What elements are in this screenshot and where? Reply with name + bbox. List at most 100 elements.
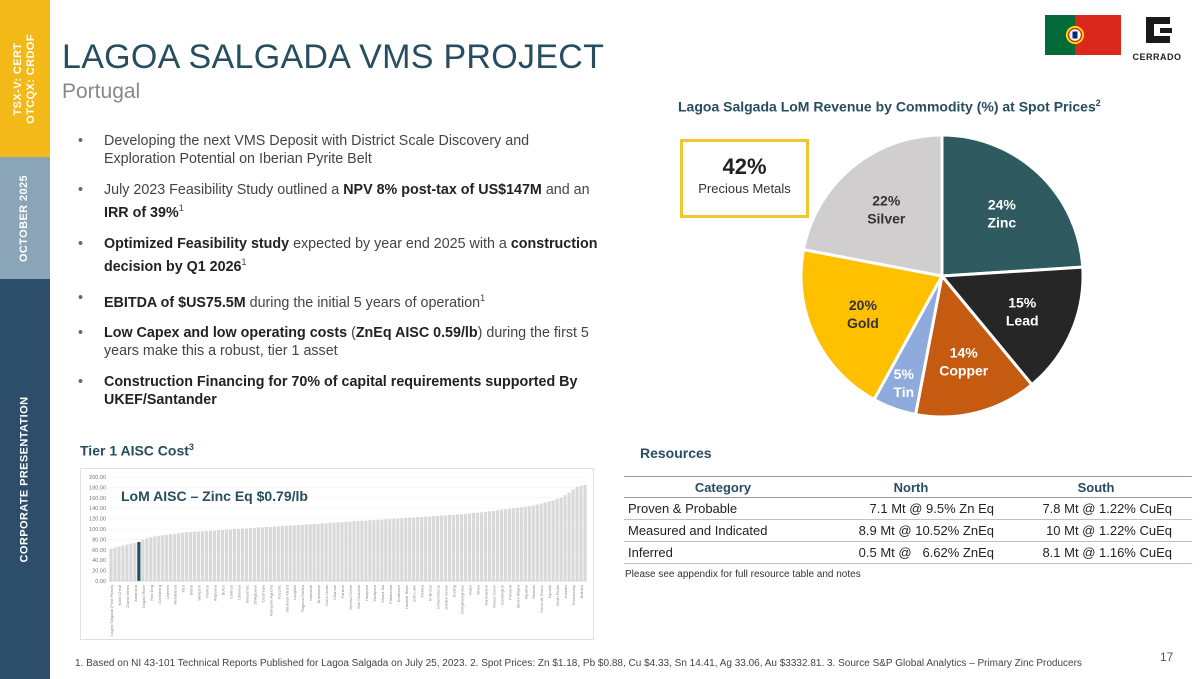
x-tick-label: Sindesar Khurd [284, 585, 289, 613]
aisc-bar [169, 534, 173, 581]
page-number: 17 [1160, 650, 1174, 664]
aisc-bar [583, 484, 587, 581]
aisc-bar [475, 512, 480, 581]
row-north: 7.1 Mt @ 9.5% Zn Eq [822, 497, 1000, 520]
aisc-bar [547, 501, 551, 581]
x-tick-label: Rampura Agucha [268, 584, 273, 616]
x-tick-label: Cannington [499, 585, 504, 605]
aisc-bar [216, 530, 221, 581]
row-south: 10 Mt @ 1.22% CuEq [1000, 519, 1192, 542]
aisc-bar [228, 529, 233, 581]
x-tick-label: Mount Isa [380, 584, 385, 602]
x-tick-label: Uchucchacua [436, 584, 441, 609]
row-north: 0.5 Mt @ 6.62% ZnEq [822, 541, 1000, 564]
aisc-bar [535, 504, 539, 581]
row-category: Measured and Indicated [624, 519, 822, 542]
aisc-bar [432, 516, 436, 581]
aisc-bar [527, 506, 531, 581]
x-tick-label: Caribou [228, 585, 233, 599]
x-tick-label: Ozernoye [260, 584, 265, 602]
aisc-bar [507, 508, 511, 581]
footnote-ref: 1 [480, 292, 486, 303]
bullet-text: EBITDA of $US75.5M [104, 294, 246, 311]
sidebar-date-block: OCTOBER 2025 [0, 157, 50, 279]
aisc-bar [559, 497, 563, 581]
aisc-bar [201, 531, 205, 581]
aisc-bar [193, 531, 197, 581]
pie-category-label: Copper [939, 363, 989, 379]
row-category: Inferred [624, 541, 822, 564]
x-tick-label: Boleo [221, 584, 226, 595]
pie-category-label: Silver [867, 211, 906, 227]
x-tick-label: Kanmantoo [483, 584, 488, 605]
row-south: 7.8 Mt @ 1.22% CuEq [1000, 497, 1192, 520]
y-tick-label: 100.00 [89, 527, 106, 533]
x-tick-label: Fankou [340, 585, 345, 598]
bullet-text: ) during the first 5 years make this a r… [104, 325, 589, 360]
bullet-text: Optimized Feasibility study [104, 235, 290, 252]
aisc-bar [368, 520, 372, 581]
aisc-bar [316, 523, 320, 581]
footnotes: 1. Based on NI 43-101 Technical Reports … [75, 658, 1082, 669]
aisc-bar [575, 486, 579, 581]
aisc-bar [268, 526, 272, 581]
aisc-bar [563, 495, 567, 581]
x-tick-label: Bisha [189, 584, 194, 595]
y-tick-label: 40.00 [92, 558, 106, 564]
x-tick-label: Endeavor [396, 584, 401, 602]
aisc-bar [555, 498, 559, 581]
aisc-bar [447, 514, 452, 581]
x-tick-label: Stratoni [531, 585, 536, 599]
x-tick-label: Neves Corvo [491, 584, 496, 608]
aisc-heading-footnote: 3 [188, 442, 194, 452]
col-north: North [822, 476, 1000, 498]
aisc-bar [212, 530, 217, 581]
aisc-bar [567, 492, 571, 581]
x-tick-label: Boliden [579, 585, 584, 598]
aisc-bar [280, 525, 284, 581]
precious-metals-value: 42% [722, 154, 767, 179]
row-category: Proven & Probable [624, 497, 822, 520]
aisc-bar [133, 543, 137, 581]
aisc-bar [471, 512, 476, 581]
aisc-bar [352, 521, 356, 581]
y-tick-label: 160.00 [89, 496, 106, 502]
pie-slice-zinc [940, 135, 1085, 278]
resources-heading: Resources [640, 445, 712, 461]
pie-value-label: 20% [849, 297, 878, 313]
cerrado-logo-text: CERRADO [1132, 52, 1182, 62]
x-tick-label: Aljustrel [523, 585, 528, 599]
aisc-bar [539, 503, 543, 581]
aisc-bar [113, 547, 117, 581]
row-north: 8.9 Mt @ 10.52% ZnEq [822, 519, 1000, 542]
table-row: Measured and Indicated 8.9 Mt @ 10.52% Z… [624, 519, 1192, 542]
col-category: Category [624, 476, 822, 498]
sidebar-date: OCTOBER 2025 [18, 174, 31, 262]
bullet-text: July 2023 Feasibility Study outlined a [104, 182, 344, 198]
y-tick-label: 200.00 [89, 475, 106, 481]
aisc-bar [165, 534, 169, 581]
aisc-bar [495, 510, 499, 581]
aisc-bar-lagoa-salgada [137, 542, 141, 581]
aisc-bar [336, 522, 340, 581]
aisc-bar [404, 518, 408, 581]
aisc-bar [356, 521, 360, 581]
aisc-bar [523, 506, 527, 581]
x-tick-label: Bracemac [244, 585, 249, 603]
col-south: South [1000, 476, 1192, 498]
aisc-bar [208, 530, 213, 581]
aisc-bar [117, 546, 121, 581]
aisc-bar [185, 532, 189, 581]
portugal-flag-icon [1045, 15, 1121, 55]
table-row: Proven & Probable 7.1 Mt @ 9.5% Zn Eq 7.… [624, 497, 1192, 520]
pie-category-label: Gold [847, 315, 879, 331]
aisc-bar [551, 500, 555, 581]
x-tick-label: Zinkgruvan [252, 585, 257, 605]
cerrado-logo: CERRADO [1126, 13, 1188, 63]
aisc-bar [479, 512, 484, 581]
aisc-bar [392, 518, 396, 581]
pie-value-label: 15% [1008, 295, 1037, 311]
resources-table: Category North South Proven & Probable 7… [624, 476, 1192, 564]
aisc-bar [428, 516, 432, 581]
x-tick-label: Brunswick [316, 585, 321, 603]
